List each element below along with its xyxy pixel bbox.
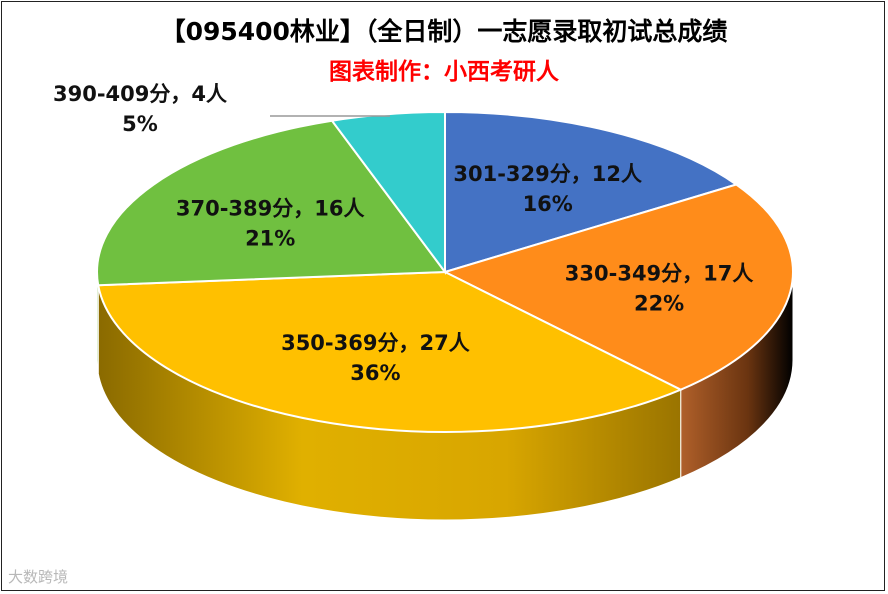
slice-label-4: 390-409分，4人: [53, 82, 227, 106]
slice-label-1: 330-349分，17人: [565, 261, 754, 285]
chart-title: 【095400林业】（全日制）一志愿录取初试总成绩: [160, 17, 728, 46]
chart-subtitle: 图表制作：小西考研人: [329, 59, 559, 85]
slice-percent-0: 16%: [523, 192, 573, 216]
slice-percent-3: 21%: [245, 227, 295, 251]
slice-label-2: 350-369分，27人: [281, 331, 470, 355]
slice-percent-4: 5%: [122, 112, 158, 136]
slice-label-3: 370-389分，16人: [176, 197, 365, 221]
pie-slice-1: [442, 183, 794, 391]
slice-labels: 301-329分，12人 16% 330-349分，17人 22% 350-369分，2…: [53, 82, 753, 385]
pie-slices: [96, 110, 794, 433]
slice-percent-2: 36%: [350, 361, 400, 385]
pie-slice-3: [96, 119, 447, 287]
slice-label-0: 301-329分，12人: [453, 162, 642, 186]
pie-slice-2: [97, 270, 684, 433]
pie-slice-0: [444, 110, 739, 274]
pie-slice-4: [330, 110, 446, 276]
watermark: 大数跨境: [8, 568, 69, 586]
slice-percent-1: 22%: [634, 291, 684, 315]
